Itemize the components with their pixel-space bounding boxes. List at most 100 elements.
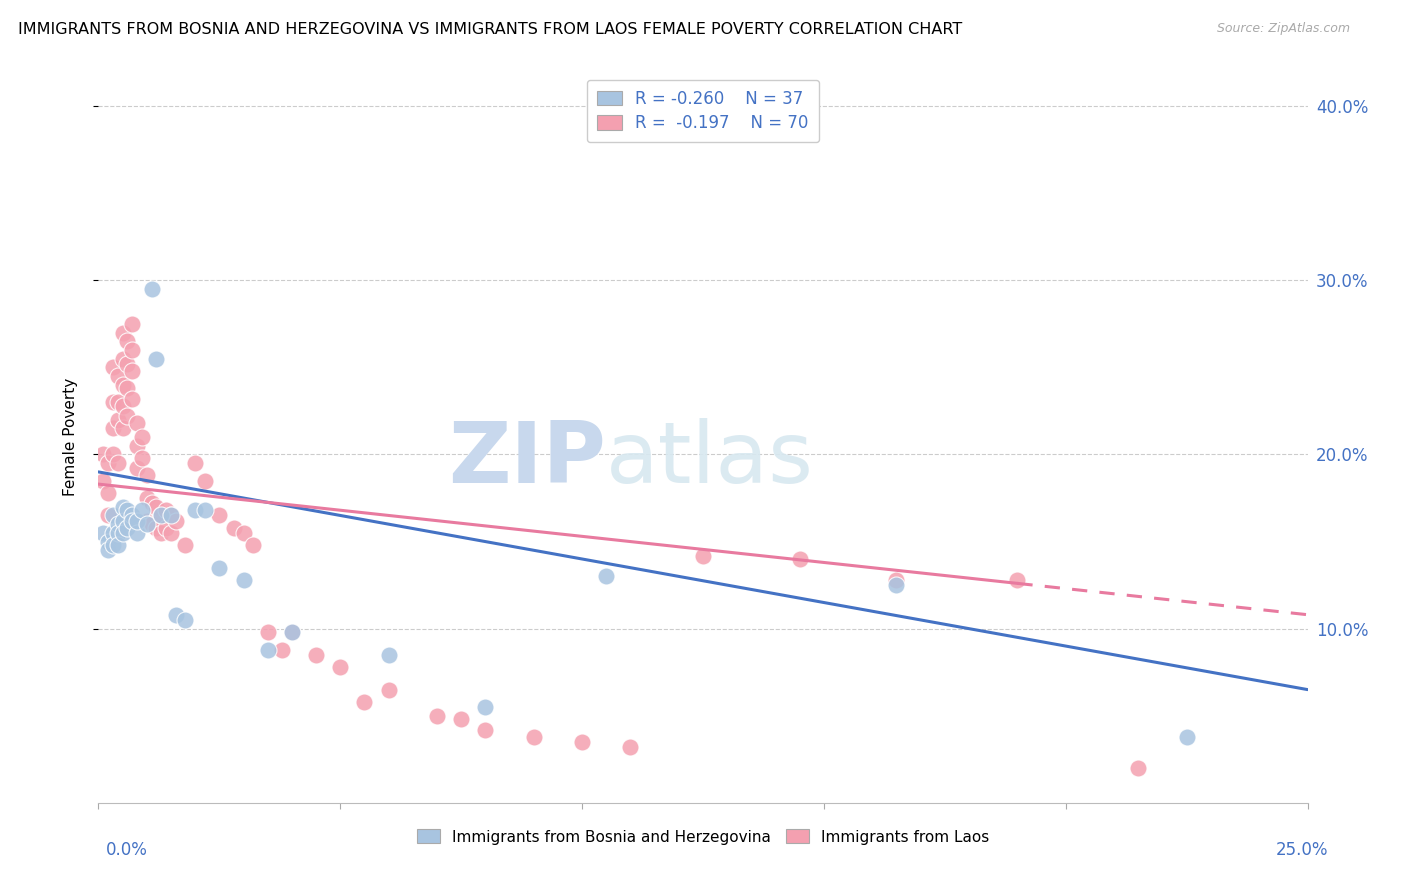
Point [121,317,143,331]
Point [111,351,134,366]
Point [165,514,187,528]
Point [127,525,149,540]
Point [135,468,157,483]
Point [377,682,399,697]
Point [135,514,157,528]
Point [426,708,449,723]
Point [107,538,129,552]
Point [127,416,149,430]
Point [141,496,163,510]
Point [97,456,120,470]
Text: ZIP: ZIP [449,417,606,500]
Point [571,735,593,749]
Point [107,369,129,384]
Point [150,508,173,523]
Point [121,392,143,406]
Point [523,730,546,744]
Point [145,351,167,366]
Point [145,521,167,535]
Point [232,525,254,540]
Point [242,538,264,552]
Point [450,712,472,726]
Point [121,343,143,357]
Text: Source: ZipAtlas.com: Source: ZipAtlas.com [1216,22,1350,36]
Point [222,521,245,535]
Point [107,525,129,540]
Point [121,514,143,528]
Point [150,525,173,540]
Point [165,607,187,622]
Point [117,334,139,349]
Point [135,517,157,532]
Point [131,450,153,465]
Point [256,625,278,640]
Point [111,399,134,413]
Point [131,430,153,444]
Point [117,357,139,371]
Point [184,456,207,470]
Point [127,461,149,475]
Point [111,326,134,340]
Point [256,642,278,657]
Point [329,660,352,674]
Point [107,456,129,470]
Point [101,538,124,552]
Point [145,500,167,514]
Point [474,700,496,714]
Point [111,421,134,435]
Point [174,538,197,552]
Point [155,503,177,517]
Point [150,508,173,523]
Point [91,474,114,488]
Point [121,508,143,523]
Y-axis label: Female Poverty: Female Poverty [63,378,77,496]
Point [141,282,163,296]
Point [194,503,217,517]
Point [107,395,129,409]
Point [101,508,124,523]
Text: 25.0%: 25.0% [1277,840,1329,858]
Point [91,525,114,540]
Point [1007,573,1029,587]
Point [619,740,641,755]
Point [117,521,139,535]
Point [281,625,304,640]
Point [160,508,183,523]
Point [127,514,149,528]
Point [160,508,183,523]
Point [886,573,908,587]
Point [1175,730,1198,744]
Point [97,485,120,500]
Point [281,625,304,640]
Point [184,503,207,517]
Point [474,723,496,737]
Point [141,517,163,532]
Point [271,642,294,657]
Point [117,503,139,517]
Point [208,560,231,574]
Point [111,525,134,540]
Point [595,569,617,583]
Point [101,525,124,540]
Point [135,491,157,505]
Point [789,552,811,566]
Point [111,514,134,528]
Point [232,573,254,587]
Point [160,525,183,540]
Point [101,421,124,435]
Point [208,508,231,523]
Point [111,500,134,514]
Point [91,448,114,462]
Point [353,695,375,709]
Point [117,381,139,395]
Point [155,521,177,535]
Point [692,549,714,563]
Point [111,377,134,392]
Point [377,648,399,662]
Point [97,534,120,549]
Point [194,474,217,488]
Text: 0.0%: 0.0% [105,840,148,858]
Point [117,409,139,424]
Text: IMMIGRANTS FROM BOSNIA AND HERZEGOVINA VS IMMIGRANTS FROM LAOS FEMALE POVERTY CO: IMMIGRANTS FROM BOSNIA AND HERZEGOVINA V… [18,22,963,37]
Point [101,448,124,462]
